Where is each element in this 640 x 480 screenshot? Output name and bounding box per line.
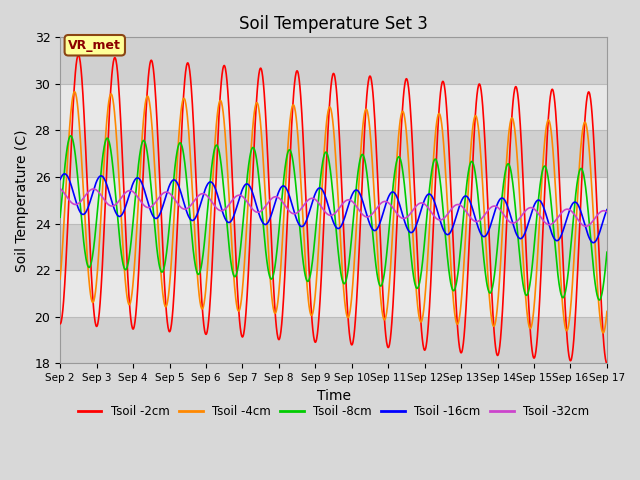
Tsoil -16cm — [490, 211, 498, 216]
Tsoil -4cm — [603, 309, 611, 314]
Tsoil -32cm — [538, 216, 546, 222]
Tsoil -2cm — [165, 328, 173, 334]
Tsoil -4cm — [179, 100, 186, 106]
Tsoil -8cm — [165, 228, 173, 234]
Tsoil -16cm — [603, 207, 611, 213]
Tsoil -4cm — [239, 276, 247, 282]
Line: Tsoil -4cm: Tsoil -4cm — [60, 92, 607, 333]
Tsoil -32cm — [419, 200, 426, 206]
Tsoil -16cm — [61, 171, 68, 177]
Tsoil -4cm — [165, 289, 173, 295]
Tsoil -2cm — [179, 118, 186, 124]
Tsoil -2cm — [239, 333, 247, 338]
Tsoil -32cm — [490, 203, 497, 209]
Legend: Tsoil -2cm, Tsoil -4cm, Tsoil -8cm, Tsoil -16cm, Tsoil -32cm: Tsoil -2cm, Tsoil -4cm, Tsoil -8cm, Tsoi… — [73, 400, 594, 423]
Tsoil -2cm — [490, 328, 498, 334]
Tsoil -32cm — [164, 190, 172, 195]
Bar — [60, 270, 607, 317]
Tsoil -8cm — [490, 275, 498, 281]
Tsoil -16cm — [179, 193, 186, 199]
Tsoil -4cm — [56, 276, 64, 282]
Tsoil -8cm — [179, 144, 186, 150]
Tsoil -2cm — [603, 360, 611, 366]
Bar — [60, 317, 607, 363]
Line: Tsoil -8cm: Tsoil -8cm — [60, 136, 607, 300]
Tsoil -8cm — [603, 249, 611, 255]
Y-axis label: Soil Temperature (C): Soil Temperature (C) — [15, 129, 29, 272]
Tsoil -2cm — [56, 321, 64, 327]
Tsoil -8cm — [56, 215, 64, 220]
Tsoil -16cm — [165, 184, 173, 190]
Tsoil -8cm — [239, 216, 247, 222]
Tsoil -32cm — [178, 205, 186, 211]
Bar — [60, 84, 607, 131]
Tsoil -2cm — [538, 240, 546, 245]
Text: VR_met: VR_met — [68, 39, 121, 52]
Tsoil -2cm — [419, 339, 426, 345]
Tsoil -4cm — [490, 324, 498, 329]
Tsoil -4cm — [599, 330, 607, 336]
Tsoil -32cm — [603, 209, 611, 215]
Tsoil -8cm — [595, 297, 603, 303]
Bar — [60, 131, 607, 177]
Tsoil -16cm — [419, 202, 426, 208]
Tsoil -32cm — [239, 194, 247, 200]
Tsoil -2cm — [74, 52, 82, 58]
Line: Tsoil -2cm: Tsoil -2cm — [60, 55, 607, 363]
Tsoil -4cm — [538, 170, 546, 176]
Tsoil -32cm — [56, 186, 64, 192]
Tsoil -32cm — [582, 223, 590, 229]
Tsoil -16cm — [56, 177, 64, 182]
Tsoil -8cm — [538, 168, 546, 174]
Bar — [60, 177, 607, 224]
Title: Soil Temperature Set 3: Soil Temperature Set 3 — [239, 15, 428, 33]
Tsoil -16cm — [239, 185, 247, 191]
Tsoil -8cm — [67, 133, 75, 139]
Bar — [60, 224, 607, 270]
X-axis label: Time: Time — [317, 389, 351, 403]
Line: Tsoil -16cm: Tsoil -16cm — [60, 174, 607, 243]
Tsoil -16cm — [589, 240, 597, 246]
Line: Tsoil -32cm: Tsoil -32cm — [60, 189, 607, 226]
Tsoil -4cm — [71, 89, 79, 95]
Tsoil -16cm — [538, 202, 546, 207]
Tsoil -4cm — [419, 314, 426, 320]
Tsoil -8cm — [419, 258, 426, 264]
Bar — [60, 37, 607, 84]
